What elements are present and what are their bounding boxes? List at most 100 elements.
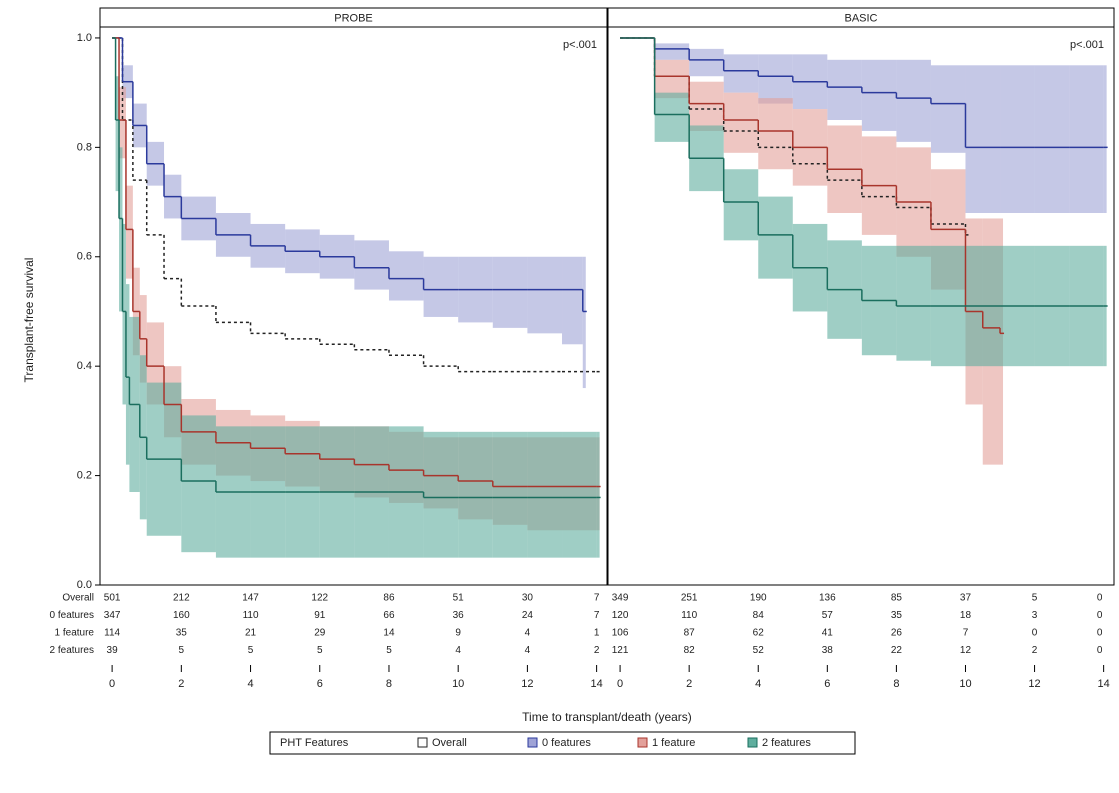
at-risk-count: 35 xyxy=(891,610,903,621)
at-risk-count: 147 xyxy=(242,593,259,604)
ci-band xyxy=(689,81,724,131)
at-risk-count: 14 xyxy=(383,628,395,639)
ci-band xyxy=(723,92,759,153)
at-risk-count: 3 xyxy=(1032,610,1038,621)
risk-row-label: 1 feature xyxy=(55,628,95,639)
x-tick-label: 10 xyxy=(959,678,971,690)
x-tick-label: 2 xyxy=(686,678,692,690)
at-risk-count: 0 xyxy=(1097,645,1103,656)
panel-title: PROBE xyxy=(334,12,373,24)
y-tick-label: 1.0 xyxy=(77,32,92,44)
x-tick-label: 6 xyxy=(824,678,830,690)
x-tick-label: 6 xyxy=(317,678,323,690)
at-risk-count: 35 xyxy=(176,628,188,639)
x-tick-label: 14 xyxy=(1098,678,1110,690)
ci-band xyxy=(492,431,528,558)
ci-band xyxy=(758,54,793,104)
ci-band xyxy=(388,251,424,301)
y-tick-label: 0.8 xyxy=(77,141,92,153)
x-tick-label: 12 xyxy=(1028,678,1040,690)
at-risk-count: 66 xyxy=(383,610,395,621)
y-axis-label: Transplant-free survival xyxy=(22,258,36,383)
ci-band xyxy=(861,59,897,131)
ci-band xyxy=(125,185,133,279)
legend-label: 1 feature xyxy=(652,737,695,749)
at-risk-count: 7 xyxy=(963,628,969,639)
at-risk-count: 84 xyxy=(753,610,765,621)
x-tick-label: 8 xyxy=(893,678,899,690)
at-risk-count: 1 xyxy=(594,628,600,639)
ci-band xyxy=(423,431,459,558)
at-risk-count: 212 xyxy=(173,593,190,604)
at-risk-count: 5 xyxy=(248,645,254,656)
at-risk-count: 18 xyxy=(960,610,972,621)
at-risk-count: 26 xyxy=(891,628,903,639)
ci-band xyxy=(562,256,583,345)
x-tick-label: 14 xyxy=(590,678,602,690)
at-risk-count: 29 xyxy=(314,628,326,639)
at-risk-count: 0 xyxy=(1097,593,1103,604)
ci-band xyxy=(527,256,563,334)
at-risk-count: 501 xyxy=(104,593,121,604)
x-tick-label: 0 xyxy=(617,678,623,690)
at-risk-count: 39 xyxy=(107,645,119,656)
at-risk-count: 5 xyxy=(317,645,323,656)
plot-frame xyxy=(99,26,608,586)
y-tick-label: 0.2 xyxy=(77,469,92,481)
ci-band xyxy=(181,415,216,553)
x-tick-label: 4 xyxy=(755,678,761,690)
y-tick-label: 0.6 xyxy=(77,251,92,263)
at-risk-count: 114 xyxy=(104,628,120,639)
at-risk-count: 5 xyxy=(179,645,185,656)
y-tick-label: 0.0 xyxy=(77,579,92,591)
ci-band xyxy=(930,65,966,153)
at-risk-count: 5 xyxy=(386,645,392,656)
at-risk-count: 41 xyxy=(822,628,834,639)
ci-band xyxy=(354,240,389,290)
x-tick-label: 12 xyxy=(521,678,533,690)
legend-swatch xyxy=(417,737,428,748)
legend-label: 0 features xyxy=(542,737,591,749)
legend-swatch xyxy=(637,737,648,748)
ci-band xyxy=(896,59,931,142)
ci-band xyxy=(758,196,793,279)
at-risk-count: 0 xyxy=(1032,628,1038,639)
ci-band xyxy=(758,98,793,170)
at-risk-count: 349 xyxy=(612,593,629,604)
at-risk-count: 2 xyxy=(594,645,600,656)
at-risk-count: 86 xyxy=(383,593,395,604)
ci-band xyxy=(1103,65,1107,213)
ci-band xyxy=(1069,65,1104,213)
ci-band xyxy=(122,223,126,405)
at-risk-count: 24 xyxy=(522,610,534,621)
ci-band xyxy=(654,92,690,142)
at-risk-count: 110 xyxy=(243,610,259,621)
at-risk-count: 136 xyxy=(819,593,836,604)
at-risk-count: 190 xyxy=(750,593,767,604)
at-risk-count: 251 xyxy=(681,593,698,604)
at-risk-count: 121 xyxy=(612,645,629,656)
x-tick-label: 2 xyxy=(178,678,184,690)
ci-band xyxy=(896,245,931,361)
legend-box xyxy=(269,731,856,755)
ci-band xyxy=(115,76,120,192)
at-risk-count: 347 xyxy=(104,610,121,621)
at-risk-count: 2 xyxy=(1032,645,1038,656)
at-risk-count: 106 xyxy=(612,628,629,639)
legend-label: Overall xyxy=(432,737,467,749)
plot-frame xyxy=(607,26,1115,586)
risk-row-label: 2 features xyxy=(50,645,94,656)
at-risk-count: 82 xyxy=(684,645,696,656)
ci-band xyxy=(827,59,862,120)
ci-band xyxy=(119,147,123,312)
ci-band xyxy=(1034,65,1070,213)
risk-row-label: 0 features xyxy=(50,610,94,621)
panel-title: BASIC xyxy=(844,12,877,24)
at-risk-count: 160 xyxy=(173,610,190,621)
ci-band xyxy=(492,256,528,328)
ci-band xyxy=(125,284,130,465)
ci-band xyxy=(723,54,759,93)
legend-swatch xyxy=(527,737,538,748)
ci-band xyxy=(689,48,724,77)
at-risk-count: 22 xyxy=(891,645,903,656)
